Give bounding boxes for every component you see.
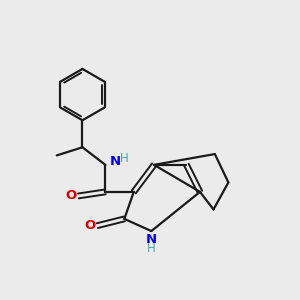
Text: N: N	[146, 233, 157, 246]
Text: N: N	[110, 155, 121, 168]
Text: O: O	[65, 189, 76, 203]
Text: H: H	[119, 152, 128, 165]
Text: O: O	[84, 219, 95, 232]
Text: H: H	[147, 242, 156, 255]
